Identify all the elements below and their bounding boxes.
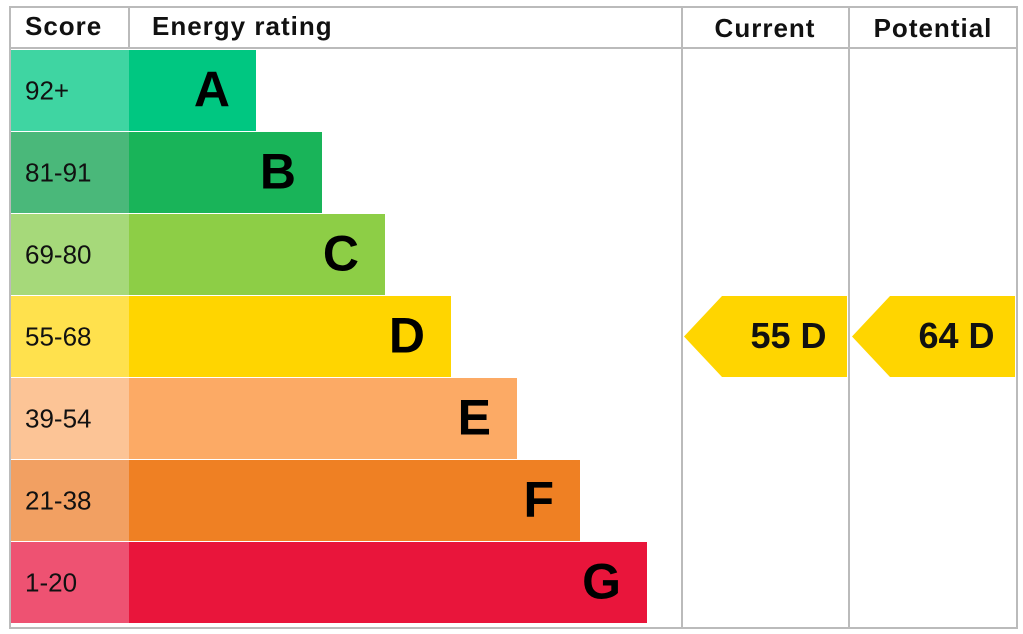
score-cell — [11, 542, 129, 623]
score-range: 81-91 — [25, 157, 92, 187]
rating-bar — [129, 296, 451, 377]
score-cell — [11, 132, 129, 213]
header-rating: Energy rating — [152, 11, 333, 41]
score-range: 1-20 — [25, 567, 77, 597]
rating-letter: D — [389, 308, 425, 364]
score-range: 21-38 — [25, 485, 92, 515]
header-current: Current — [715, 13, 816, 43]
rating-bar — [129, 378, 517, 459]
score-range: 39-54 — [25, 403, 92, 433]
score-cell — [11, 50, 129, 131]
rating-bar — [129, 542, 647, 623]
rating-letter: A — [194, 62, 230, 118]
frame — [9, 6, 1018, 629]
score-range: 69-80 — [25, 239, 92, 269]
potential-rating: 64 D — [918, 315, 994, 356]
current-arrow — [684, 296, 847, 377]
rating-letter: B — [260, 144, 296, 200]
current-rating: 55 D — [750, 315, 826, 356]
potential-arrow — [852, 296, 1015, 377]
rating-bar — [129, 460, 580, 541]
rating-letter: E — [458, 390, 491, 446]
rating-bar — [129, 214, 385, 295]
score-range: 55-68 — [25, 321, 92, 351]
header-potential: Potential — [874, 13, 993, 43]
score-cell — [11, 214, 129, 295]
rating-letter: G — [582, 554, 621, 610]
score-cell — [11, 296, 129, 377]
header-score: Score — [25, 11, 102, 41]
rating-bar — [129, 132, 322, 213]
score-range: 92+ — [25, 75, 69, 105]
score-cell — [11, 460, 129, 541]
rating-bar — [129, 50, 256, 131]
rating-letter: C — [323, 226, 359, 282]
score-cell — [11, 378, 129, 459]
rating-letter: F — [523, 472, 554, 528]
